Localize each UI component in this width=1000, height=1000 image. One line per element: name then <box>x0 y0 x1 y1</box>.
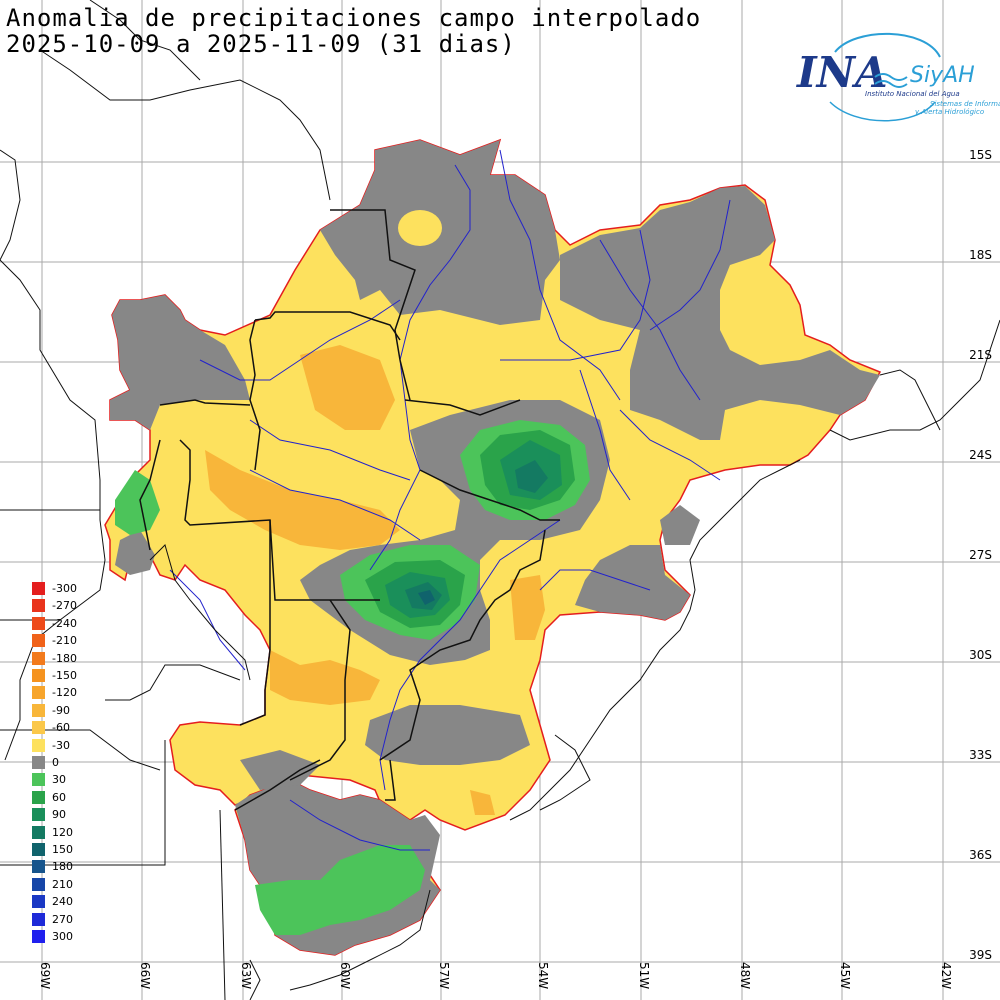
lat-label: 15S <box>969 148 992 162</box>
legend-label: -120 <box>52 686 77 700</box>
legend-label: 240 <box>52 895 73 909</box>
lon-label: 60W <box>338 962 352 990</box>
lat-label: 24S <box>969 448 992 462</box>
legend-label: -270 <box>52 599 77 613</box>
legend-label: -60 <box>52 721 70 735</box>
legend-label: 30 <box>52 773 66 787</box>
legend-swatch <box>32 860 45 874</box>
deficit-zone-west <box>205 450 400 550</box>
lon-label: 66W <box>138 962 152 990</box>
legend-label: -240 <box>52 616 77 630</box>
near-normal-zone-east <box>575 545 690 620</box>
surplus-zone-patagonia-coast <box>255 845 425 935</box>
lon-label: 57W <box>437 962 451 990</box>
near-normal-zone-northeast <box>560 186 880 440</box>
lat-label: 36S <box>969 848 992 862</box>
legend-swatch <box>32 634 45 648</box>
legend-label: 180 <box>52 860 73 874</box>
deficit-zone-central-west <box>300 345 395 430</box>
lat-label: 18S <box>969 248 992 262</box>
legend-swatch <box>32 616 45 630</box>
lon-label: 63W <box>239 962 253 990</box>
lat-label: 30S <box>969 648 992 662</box>
lon-label: 45W <box>838 962 852 990</box>
legend-label: 150 <box>52 843 73 856</box>
lat-label: 39S <box>969 948 992 962</box>
lon-label: 54W <box>536 962 550 990</box>
legend-label: -300 <box>52 582 77 595</box>
legend-swatch <box>32 825 45 839</box>
logo-line3: y Alerta Hidrológico <box>914 108 984 116</box>
legend-swatch <box>32 582 45 595</box>
legend-swatch <box>32 651 45 665</box>
legend-swatch <box>32 790 45 804</box>
legend-label: -210 <box>52 634 77 648</box>
legend-label: -150 <box>52 669 77 682</box>
legend-swatch <box>32 738 45 752</box>
legend-label: -180 <box>52 651 77 665</box>
legend-label: 90 <box>52 808 66 822</box>
legend-label: 270 <box>52 912 73 926</box>
map-date-range: 2025-10-09 a 2025-11-09 (31 dias) <box>6 30 516 58</box>
rivers <box>169 149 731 851</box>
logo-line1: Instituto Nacional del Agua <box>865 90 960 98</box>
lon-label: 42W <box>939 962 953 990</box>
legend-swatch <box>32 877 45 891</box>
lon-label: 48W <box>738 962 752 990</box>
lon-label: 69W <box>38 962 52 990</box>
interpolated-field <box>104 138 882 956</box>
lat-label: 27S <box>969 548 992 562</box>
legend-swatch <box>32 721 45 735</box>
legend-label: 0 <box>52 756 59 769</box>
legend-swatch <box>32 773 45 787</box>
near-normal-zone-south <box>365 705 530 765</box>
lat-label: 21S <box>969 348 992 362</box>
legend-swatch <box>32 669 45 682</box>
legend-swatch <box>32 912 45 926</box>
lat-label: 33S <box>969 748 992 762</box>
legend-label: 300 <box>52 930 73 943</box>
legend-label: 60 <box>52 790 66 804</box>
logo-brand2: SiyAH <box>910 63 975 88</box>
legend-label: -30 <box>52 738 70 752</box>
logo-brand: INA <box>796 48 888 97</box>
surplus-zone-northwest <box>115 470 160 535</box>
logo-line2: Sistemas de Información <box>930 100 1000 108</box>
near-normal-zone-west <box>110 295 250 430</box>
legend-swatch <box>32 599 45 613</box>
legend-swatch <box>32 808 45 822</box>
legend-swatch <box>32 843 45 856</box>
legend-label: 210 <box>52 877 73 891</box>
lon-label: 51W <box>637 962 651 990</box>
ina-siyah-logo: INA SiyAH Instituto Nacional del Agua Si… <box>796 32 1000 122</box>
legend-swatch <box>32 703 45 717</box>
legend-swatch <box>32 686 45 700</box>
legend-swatch <box>32 895 45 909</box>
legend-swatch <box>32 930 45 943</box>
map-title: Anomalia de precipitaciones campo interp… <box>6 4 702 32</box>
legend-swatch <box>32 756 45 769</box>
legend-label: -90 <box>52 703 70 717</box>
country-borders <box>139 209 560 811</box>
legend-label: 120 <box>52 825 73 839</box>
